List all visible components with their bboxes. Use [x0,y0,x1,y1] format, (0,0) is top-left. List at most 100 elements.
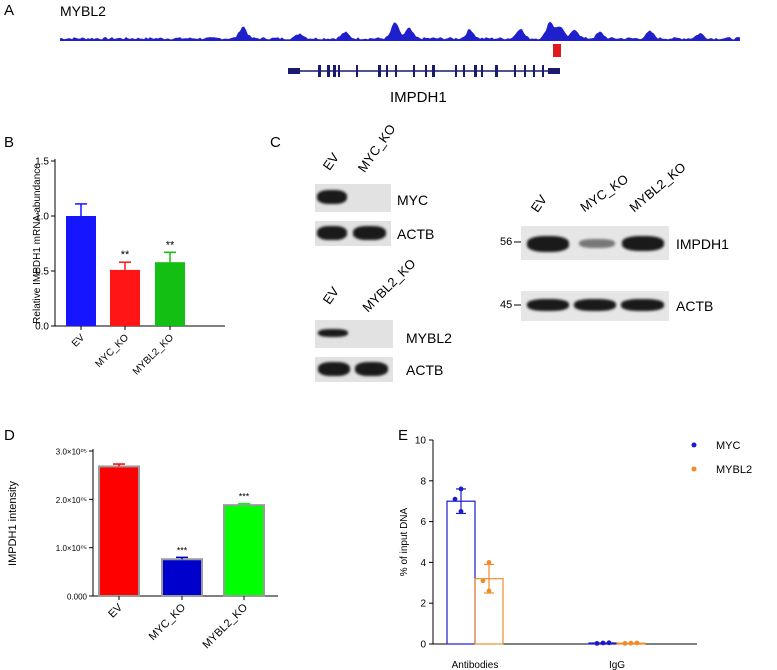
y-tick-label: 10 [415,436,427,447]
data-point [594,640,600,646]
data-point [452,496,458,502]
chart-d: 0.000 1.0×10⁰⁵ 2.0×10⁰⁵ 3.0×10⁰⁵ IMPDH1 inte… [7,448,278,651]
gene-exon [318,65,321,77]
y-tick-label: 4 [420,558,426,569]
gene-exon [338,65,340,77]
lane-label: MYBL2_KO [626,159,689,215]
blot-band [317,190,347,204]
bar [66,216,96,326]
blot-band [574,299,616,311]
lane-label: EV [319,284,342,307]
y-axis-label: Relative IMPDH1 mRNA abundance [32,163,43,324]
lane-label: MYBL2_KO [359,255,419,315]
blot-band [355,362,388,376]
gene-exon [495,65,498,77]
y-tick-label: 1.0×10⁰⁵ [56,544,87,553]
gene-utr [548,68,560,74]
gene-exon [356,65,358,77]
data-point [458,509,464,514]
gene-exon [425,65,427,77]
data-point [486,588,492,594]
x-tick-label: MYBL2_KO [201,601,251,651]
lane-label: EV [319,150,342,173]
bar [223,504,265,597]
y-tick-label: 3.0×10⁰⁵ [56,448,87,457]
data-point [622,640,628,646]
data-point [600,640,606,646]
data-point [480,578,486,584]
bar [155,262,185,326]
blot-band [622,236,664,251]
blot-strip [315,221,391,246]
blot-strip [315,357,393,382]
y-tick-label: 1.0 [35,212,49,223]
data-point [628,640,634,646]
bar [98,465,140,598]
x-tick-label: IgG [609,660,625,670]
x-tick-label: MYBL2_KO [131,332,176,377]
track-name: MYBL2 [60,3,106,19]
gene-exon [395,65,397,77]
legend-label: MYBL2 [716,464,752,476]
data-point [634,640,640,646]
panel-label-c: C [270,134,281,151]
gene-exon [333,65,336,77]
y-tick-label: 2 [420,599,426,610]
blot-row-label: ACTB [676,298,714,314]
y-tick-label: 1.5 [35,157,49,168]
blot-band [527,299,569,311]
blot-band [317,226,347,240]
gene-exon [524,65,526,77]
coverage-track [60,21,740,77]
peak-marker [553,44,561,57]
bar [446,500,476,645]
y-tick-label: 8 [420,476,426,487]
data-point [606,640,612,646]
blot-strip [521,291,669,321]
gene-exon [533,65,535,77]
y-tick-label: 0.000 [67,593,88,602]
significance-label: *** [239,492,250,502]
gene-exon [455,65,457,77]
significance-label: *** [177,545,188,555]
y-axis-label: % of input DNA [399,507,410,576]
legend-marker [691,442,697,448]
y-tick-label: 6 [420,517,426,528]
panel-label-d: D [4,427,15,444]
panel-label-b: B [4,134,15,151]
y-tick-label: 2.0×10⁰⁵ [56,496,87,505]
x-tick-label: MYC_KO [93,332,131,370]
gene-exon [327,65,330,77]
gene-model [288,65,560,77]
panel-label-e: E [398,427,409,444]
blot-row-label: ACTB [397,226,435,242]
blot-band [318,329,348,337]
x-tick-label: EV [70,332,87,349]
data-point [458,486,464,492]
data-point [486,560,492,565]
x-tick-label: MYC_KO [147,601,189,643]
panel-label-a: A [4,2,15,19]
mw-marker: 45 [500,299,513,311]
blot-band [318,362,350,376]
legend-marker [691,466,697,472]
lane-label: MYC_KO [354,121,399,175]
significance-label: ** [166,239,175,251]
blot-row-label: ACTB [406,362,444,378]
blot-strip [521,226,669,260]
gene-name: IMPDH1 [390,89,447,106]
gene-exon [413,65,415,77]
gene-utr [288,68,300,74]
coverage-profile [60,21,740,41]
gene-exon [481,65,483,77]
blot-strip [315,184,391,212]
bar [110,269,140,326]
gene-exon [432,65,435,77]
bar [161,558,203,597]
gene-exon [463,65,465,77]
blot-strip [315,320,393,348]
mw-marker: 56 [500,236,513,248]
chart-e: 0 2 4 6 8 10 % of input DNA Antibodies IgG MYC MYB… [399,436,752,670]
blot-band [527,236,569,252]
gene-exon [386,65,388,77]
